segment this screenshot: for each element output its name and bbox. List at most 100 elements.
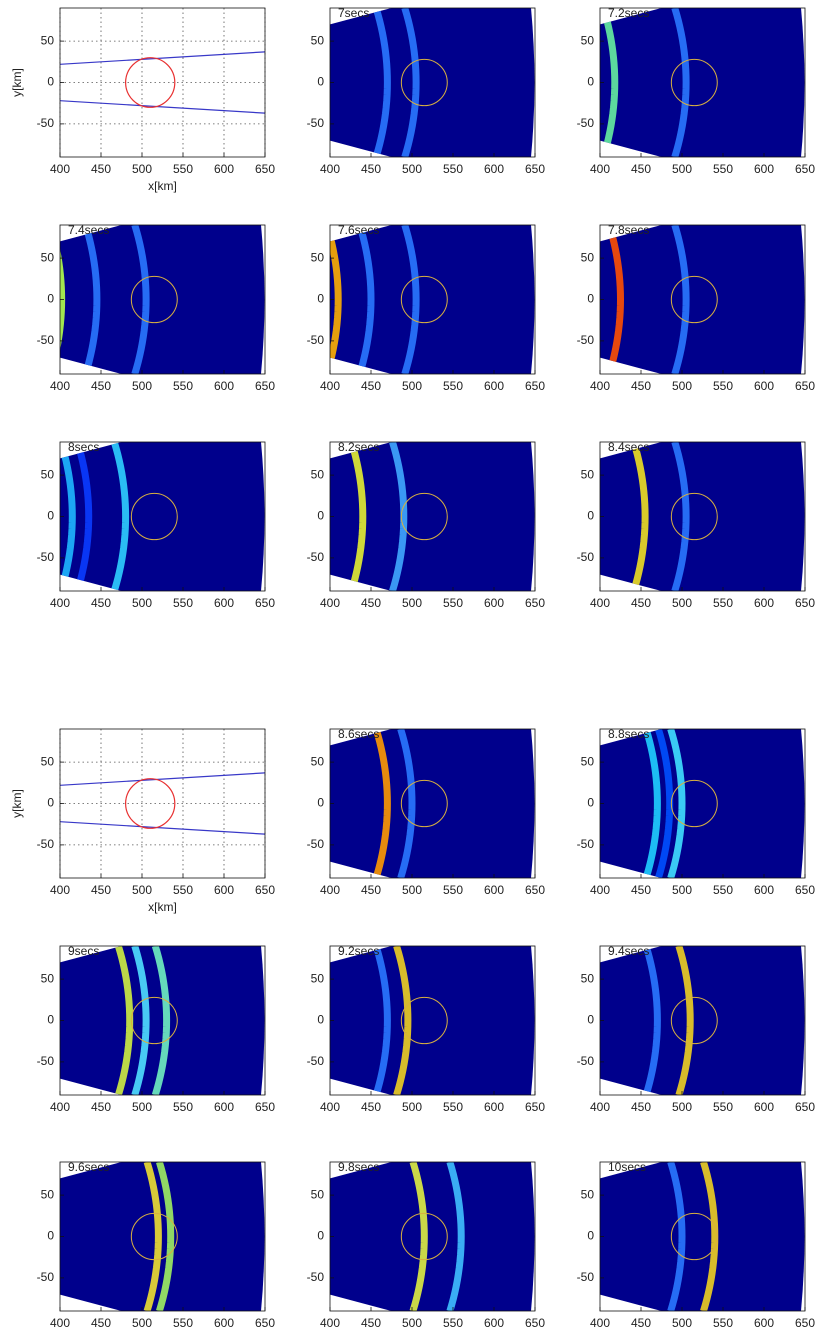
- y-tick-label: 50: [581, 250, 595, 264]
- y-tick-label: 0: [587, 509, 594, 523]
- panel-title: 9secs: [68, 944, 99, 958]
- x-tick-label: 550: [443, 162, 463, 176]
- y-tick-label: 0: [317, 75, 324, 89]
- domain-background: [60, 946, 265, 1095]
- y-tick-label: 50: [581, 754, 595, 768]
- x-tick-label: 400: [50, 379, 70, 393]
- wave-front: [143, 1162, 162, 1311]
- y-tick-label: 50: [311, 250, 325, 264]
- panel: 9.8secs 400 450 500 550 600 650 -50 0 50: [307, 1160, 546, 1330]
- panel: 9secs 400 450 500 550 600 650 -50 0 50: [37, 944, 276, 1114]
- target-circle: [670, 275, 718, 324]
- panel-title: 8.2secs: [338, 440, 379, 454]
- y-tick-label: 50: [311, 467, 325, 481]
- x-tick-label: 400: [590, 883, 610, 897]
- x-tick-label: 550: [173, 379, 193, 393]
- x-tick-label: 550: [443, 1316, 463, 1330]
- wave-front: [671, 442, 690, 591]
- domain-background: [600, 8, 805, 157]
- panel-title: 9.2secs: [338, 944, 379, 958]
- x-tick-label: 650: [255, 883, 275, 897]
- target-circle: [124, 57, 176, 108]
- wave-front: [409, 1162, 428, 1311]
- x-tick-label: 600: [754, 162, 774, 176]
- panel-title: 7secs: [338, 6, 369, 20]
- y-tick-label: 0: [587, 292, 594, 306]
- x-tick-label: 500: [672, 1100, 692, 1114]
- plot-background: [60, 729, 265, 878]
- wave-front: [671, 8, 690, 157]
- domain-background: [330, 1162, 535, 1311]
- fronts: [372, 729, 416, 878]
- x-tick-label: 500: [402, 596, 422, 610]
- panel: 8.8secs 400 450 500 550 600 650 -50 0 50: [577, 727, 816, 897]
- x-tick-label: 500: [672, 1316, 692, 1330]
- wave-front: [397, 729, 416, 878]
- y-tick-label: 0: [47, 1229, 54, 1243]
- x-tick-label: 600: [754, 379, 774, 393]
- panel: 8secs 400 450 500 550 600 650 -50 0 50: [37, 440, 276, 610]
- x-tick-label: 650: [525, 162, 545, 176]
- wave-front: [600, 8, 619, 157]
- domain-background: [60, 442, 265, 591]
- panel: 10secs 400 450 500 550 600 650 -50 0 50: [577, 1160, 816, 1330]
- boundary-line: [59, 821, 266, 835]
- domain-background: [60, 225, 265, 374]
- target-circle: [670, 58, 718, 107]
- x-tick-label: 400: [320, 379, 340, 393]
- x-tick-label: 450: [91, 596, 111, 610]
- y-tick-label: 50: [311, 754, 325, 768]
- x-tick-label: 450: [361, 596, 381, 610]
- domain-background: [330, 225, 535, 374]
- x-tick-label: 650: [795, 1316, 815, 1330]
- x-tick-label: 500: [402, 379, 422, 393]
- x-tick-label: 600: [484, 162, 504, 176]
- x-tick-label: 400: [320, 162, 340, 176]
- wave-front: [655, 729, 674, 878]
- x-tick-label: 450: [361, 883, 381, 897]
- y-tick-label: 50: [311, 1187, 325, 1201]
- wave-front: [642, 729, 661, 878]
- x-tick-label: 450: [631, 1316, 651, 1330]
- boundary-line: [59, 51, 266, 65]
- fronts: [642, 729, 686, 878]
- x-tick-label: 550: [443, 883, 463, 897]
- domain-background: [600, 946, 805, 1095]
- y-tick-label: 50: [41, 971, 55, 985]
- y-tick-label: 0: [587, 796, 594, 810]
- x-axis-label: x[km]: [148, 900, 177, 914]
- y-tick-label: -50: [37, 550, 55, 564]
- wave-front: [372, 8, 391, 157]
- wave-front: [372, 946, 391, 1095]
- x-tick-label: 500: [402, 1100, 422, 1114]
- x-tick-label: 650: [795, 379, 815, 393]
- wave-front: [156, 1162, 175, 1311]
- x-tick-label: 550: [713, 162, 733, 176]
- fronts: [115, 946, 171, 1095]
- x-tick-label: 500: [672, 596, 692, 610]
- x-tick-label: 400: [320, 1316, 340, 1330]
- x-tick-label: 400: [590, 162, 610, 176]
- x-tick-label: 650: [255, 596, 275, 610]
- x-tick-label: 400: [50, 596, 70, 610]
- wave-front: [330, 225, 342, 374]
- x-tick-label: 600: [754, 1316, 774, 1330]
- panel-title: 7.2secs: [608, 6, 649, 20]
- x-tick-label: 550: [173, 162, 193, 176]
- target-circle: [130, 492, 178, 541]
- wave-front: [700, 1162, 719, 1311]
- x-tick-label: 500: [672, 162, 692, 176]
- target-circle: [670, 996, 718, 1045]
- panel: 7.6secs 400 450 500 550 600 650 -50 0 50: [307, 223, 546, 393]
- x-tick-label: 550: [713, 1316, 733, 1330]
- x-tick-label: 550: [173, 596, 193, 610]
- plot-background: [60, 8, 265, 157]
- y-tick-label: -50: [307, 116, 325, 130]
- y-tick-label: 0: [47, 75, 54, 89]
- x-tick-label: 600: [484, 883, 504, 897]
- wave-front: [642, 946, 661, 1095]
- domain-background: [600, 225, 805, 374]
- x-tick-label: 600: [214, 1316, 234, 1330]
- wave-front: [115, 946, 134, 1095]
